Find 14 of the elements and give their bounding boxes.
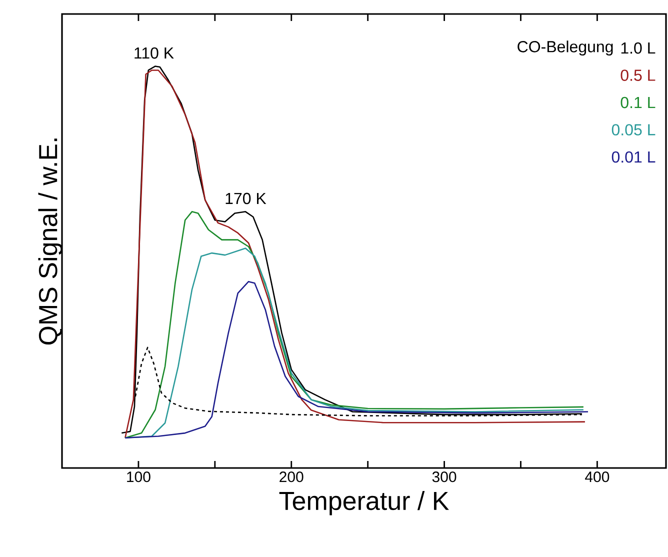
- annotation: 110 K: [134, 47, 174, 59]
- text: 0.01 L: [612, 151, 656, 163]
- x-tick-label: 300: [432, 472, 456, 482]
- annotation: 170 K: [226, 192, 266, 204]
- x-tick-label: 100: [127, 472, 150, 482]
- text: 0.5 L: [620, 70, 656, 81]
- x-tick-label: 400: [585, 472, 610, 482]
- x-tick-label: 200: [280, 472, 304, 482]
- text: 0.1 L: [620, 96, 656, 108]
- text: 1.0 L: [621, 42, 656, 54]
- text: 0.05 L: [612, 124, 656, 136]
- y-axis-title: QMS Signal / w.E.: [38, 138, 62, 345]
- x-axis-title: Temperatur / K: [279, 491, 449, 516]
- legend-title: CO-Belegung: [518, 40, 613, 56]
